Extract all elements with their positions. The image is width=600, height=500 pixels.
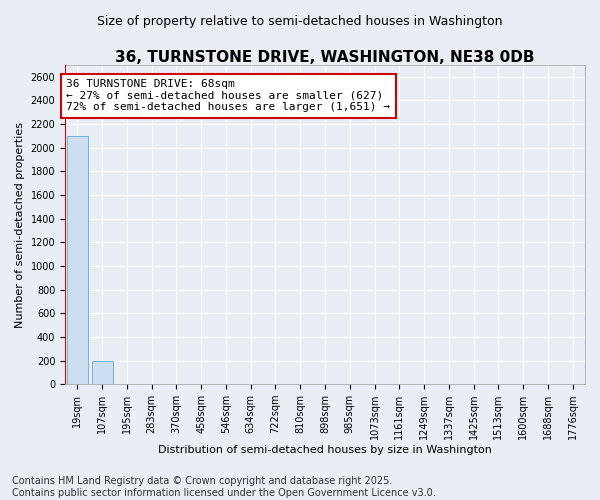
X-axis label: Distribution of semi-detached houses by size in Washington: Distribution of semi-detached houses by …: [158, 445, 492, 455]
Bar: [92, 360, 113, 384]
Text: 36 TURNSTONE DRIVE: 68sqm
← 27% of semi-detached houses are smaller (627)
72% of: 36 TURNSTONE DRIVE: 68sqm ← 27% of semi-…: [66, 79, 390, 112]
Bar: [67, 136, 88, 384]
Title: 36, TURNSTONE DRIVE, WASHINGTON, NE38 0DB: 36, TURNSTONE DRIVE, WASHINGTON, NE38 0D…: [115, 50, 535, 65]
Text: Contains HM Land Registry data © Crown copyright and database right 2025.
Contai: Contains HM Land Registry data © Crown c…: [12, 476, 436, 498]
Text: Size of property relative to semi-detached houses in Washington: Size of property relative to semi-detach…: [97, 14, 503, 28]
Y-axis label: Number of semi-detached properties: Number of semi-detached properties: [15, 122, 25, 328]
